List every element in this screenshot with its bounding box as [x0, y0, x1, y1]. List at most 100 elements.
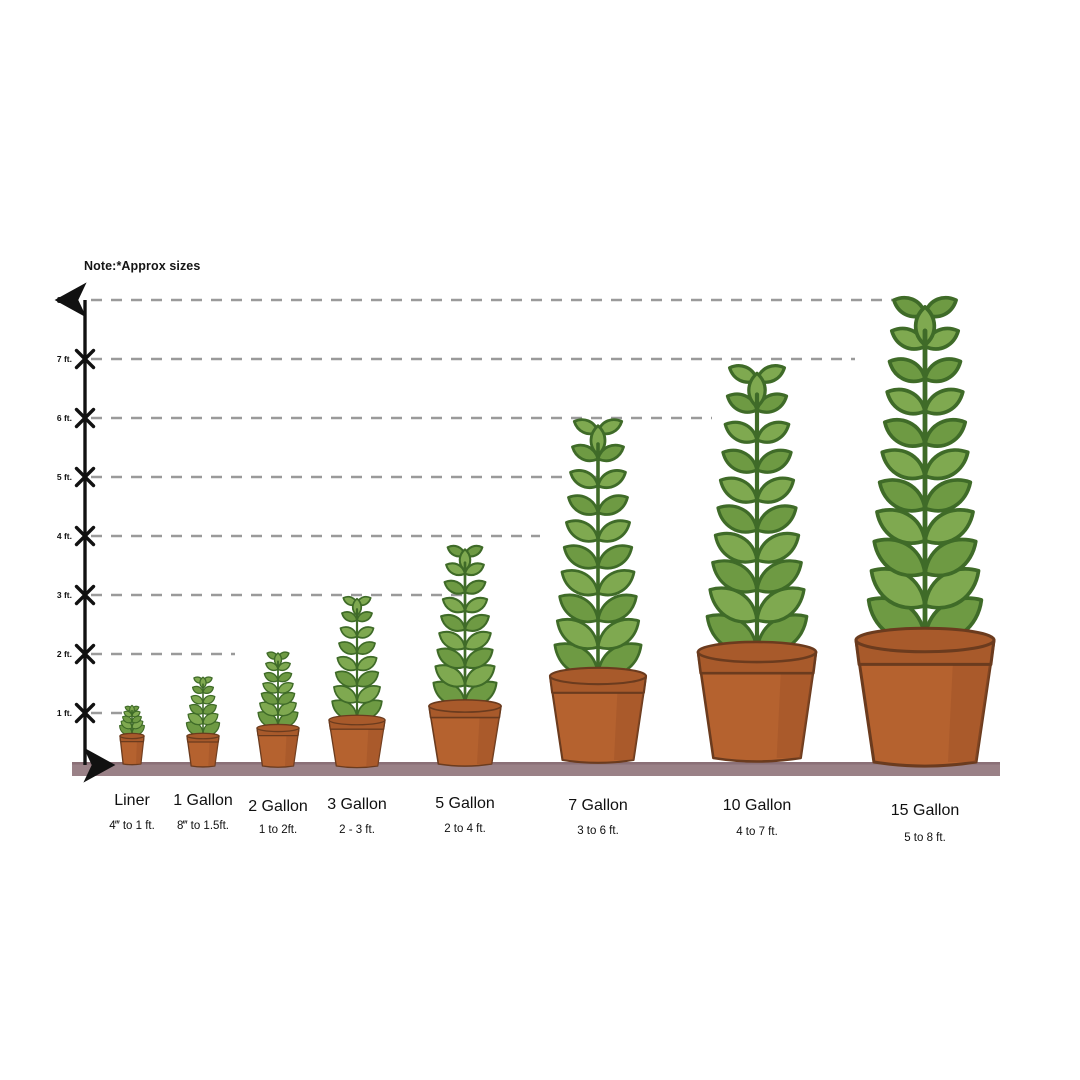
leaf	[338, 641, 358, 655]
pot-8	[854, 626, 996, 768]
tick-x2-3	[74, 584, 96, 606]
leaf	[333, 685, 358, 704]
leaf	[877, 478, 927, 513]
leaf	[923, 448, 970, 481]
leaf	[755, 504, 798, 534]
leaf	[923, 478, 973, 513]
leaf	[122, 715, 133, 724]
leaf	[755, 476, 796, 504]
leaf	[463, 579, 487, 595]
leaf	[356, 611, 373, 623]
plant-name-5: 5 Gallon	[435, 795, 495, 812]
plant-range-4: 2 - 3 ft.	[339, 824, 375, 836]
leaf	[187, 712, 204, 726]
pot-shading	[613, 676, 646, 760]
leaf	[202, 712, 219, 726]
plant-2	[185, 676, 221, 768]
leaf	[463, 630, 492, 651]
foliage-1	[119, 704, 145, 741]
pot-shading	[208, 736, 219, 766]
leaf	[596, 618, 641, 650]
leaf	[596, 544, 634, 570]
plant-8	[854, 295, 996, 768]
leaf	[923, 508, 975, 545]
pot-shading	[366, 720, 385, 766]
leaf-crown	[747, 371, 767, 409]
plant-name-4: 3 Gallon	[327, 796, 387, 813]
leaf	[263, 671, 279, 683]
plant-name-1: Liner	[114, 792, 150, 809]
tick-x2-5	[74, 466, 96, 488]
plant-range-5: 2 to 4 ft.	[444, 823, 486, 835]
foliage-6	[553, 418, 643, 682]
leaf	[755, 586, 806, 624]
leaf	[892, 295, 927, 319]
plant-range-6: 3 to 6 ft.	[577, 825, 619, 837]
foliage-2	[185, 676, 221, 741]
pot-2	[186, 732, 220, 768]
leaf	[441, 596, 467, 614]
pot-body	[548, 674, 648, 764]
axis-label-6ft: 6 ft.	[57, 413, 72, 423]
leaf	[356, 655, 378, 672]
leaf	[202, 694, 216, 705]
leaf-crown	[199, 676, 207, 689]
leaf	[202, 685, 215, 695]
leaf-crown	[351, 597, 363, 617]
leaf	[716, 504, 759, 534]
leaf	[887, 357, 927, 384]
leaf	[356, 641, 376, 655]
plant-name-8: 15 Gallon	[890, 802, 960, 819]
plant-4	[328, 595, 386, 769]
axis-label-3ft: 3 ft.	[57, 590, 72, 600]
axis-label-7ft: 7 ft.	[57, 354, 72, 364]
leaf	[555, 618, 600, 650]
leaf	[923, 567, 981, 610]
leaf	[596, 494, 629, 516]
leaf	[259, 701, 279, 717]
leaf-crown	[458, 548, 472, 572]
leaf	[356, 626, 375, 639]
pot-shading	[135, 736, 144, 764]
foliage-3	[257, 651, 299, 733]
pot-body	[428, 705, 502, 767]
leaf	[923, 418, 968, 448]
leaf	[708, 586, 759, 624]
leaf	[356, 685, 381, 704]
leaf	[755, 364, 787, 384]
leaf	[755, 448, 793, 474]
leaf-crown	[913, 305, 937, 347]
pot-body	[328, 719, 386, 769]
pot-3	[256, 723, 300, 768]
leaf	[721, 448, 759, 474]
axis-label-5ft: 5 ft.	[57, 472, 72, 482]
pot-4	[328, 714, 386, 769]
plant-name-2: 1 Gallon	[173, 792, 233, 809]
tick-x2-2	[74, 643, 96, 665]
leaf	[727, 364, 759, 384]
leaf	[567, 494, 600, 516]
plant-name-7: 10 Gallon	[722, 797, 792, 814]
leaf	[880, 448, 927, 481]
leaf	[189, 703, 204, 715]
leaf	[572, 418, 600, 436]
leaf	[277, 691, 296, 705]
leaf	[569, 469, 600, 489]
pot-body	[186, 735, 220, 768]
leaf	[191, 685, 204, 695]
ground-bar	[72, 762, 1000, 776]
plant-range-8: 5 to 8 ft.	[904, 832, 946, 844]
plant-6	[548, 418, 648, 764]
pot-body	[854, 638, 996, 768]
pot-opening	[186, 732, 220, 740]
axis-label-1ft: 1 ft.	[57, 708, 72, 718]
leaf	[723, 420, 759, 444]
pot-shading	[947, 640, 994, 762]
plant-1	[119, 704, 145, 766]
tick-x2-6	[74, 407, 96, 429]
leaf	[443, 579, 467, 595]
foliage-4	[331, 595, 383, 726]
pot-5	[428, 699, 502, 767]
